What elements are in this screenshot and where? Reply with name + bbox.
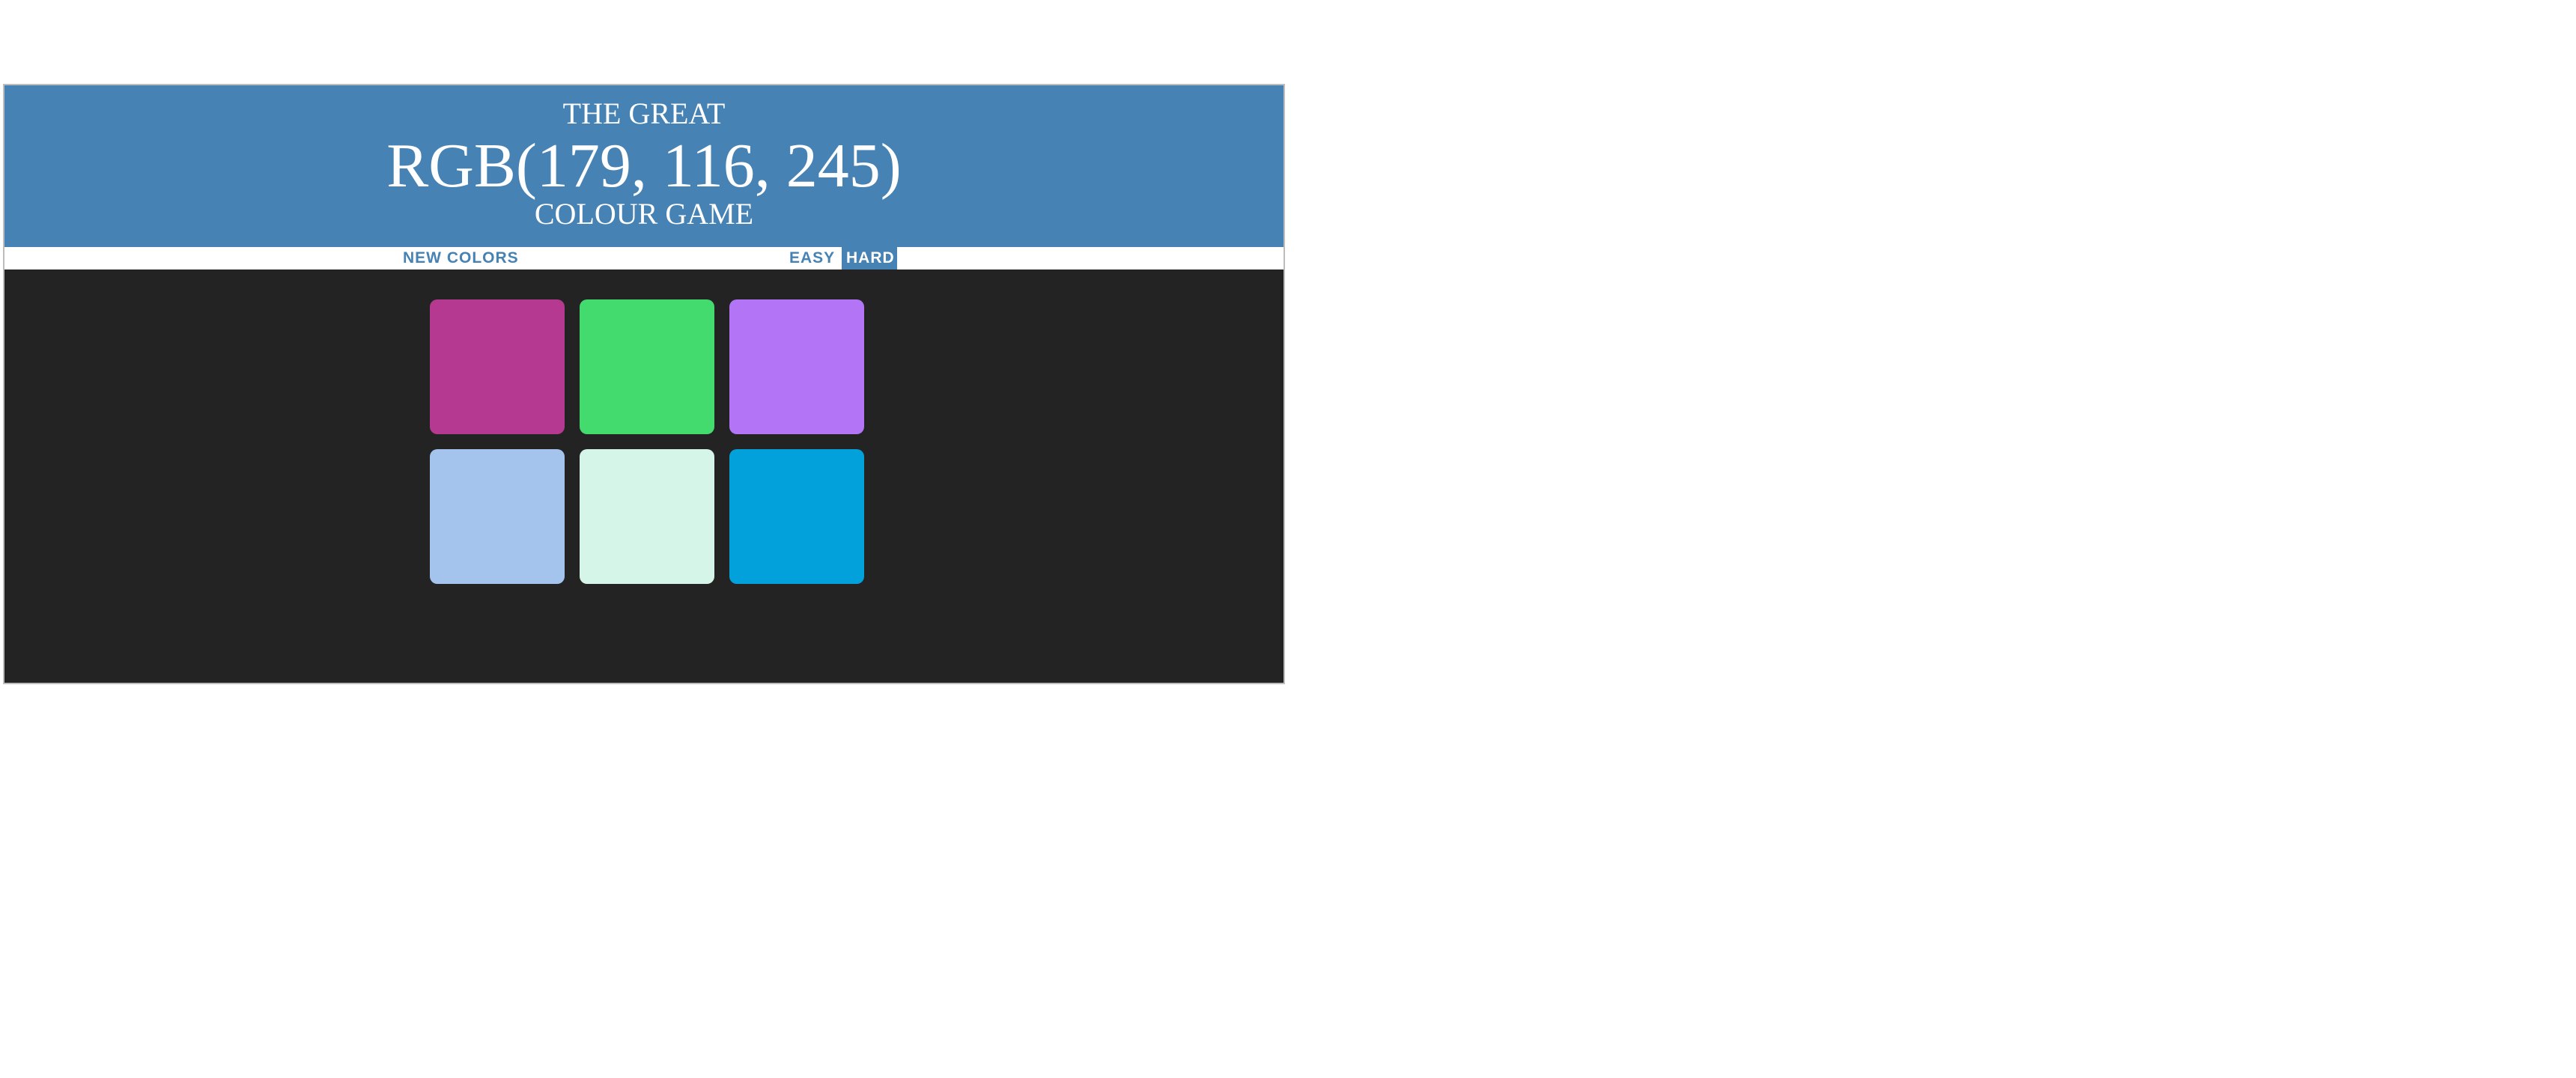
color-square[interactable] [729, 449, 864, 584]
title-bottom-line: COLOUR GAME [534, 197, 754, 231]
color-square[interactable] [580, 449, 714, 584]
color-squares-grid [430, 299, 894, 599]
new-colors-button[interactable]: NEW COLORS [398, 247, 523, 270]
hard-mode-button[interactable]: HARD [842, 247, 897, 270]
color-square[interactable] [430, 299, 565, 434]
color-square[interactable] [580, 299, 714, 434]
game-frame: THE GREAT RGB(179, 116, 245) COLOUR GAME… [3, 84, 1285, 684]
target-rgb-display: RGB(179, 116, 245) [386, 131, 902, 201]
color-square[interactable] [729, 299, 864, 434]
easy-mode-button[interactable]: EASY [785, 247, 839, 270]
title-top-line: THE GREAT [562, 97, 726, 130]
control-stripe: NEW COLORS EASY HARD [4, 247, 1284, 270]
game-board [4, 270, 1284, 683]
header: THE GREAT RGB(179, 116, 245) COLOUR GAME [4, 85, 1284, 247]
color-square[interactable] [430, 449, 565, 584]
